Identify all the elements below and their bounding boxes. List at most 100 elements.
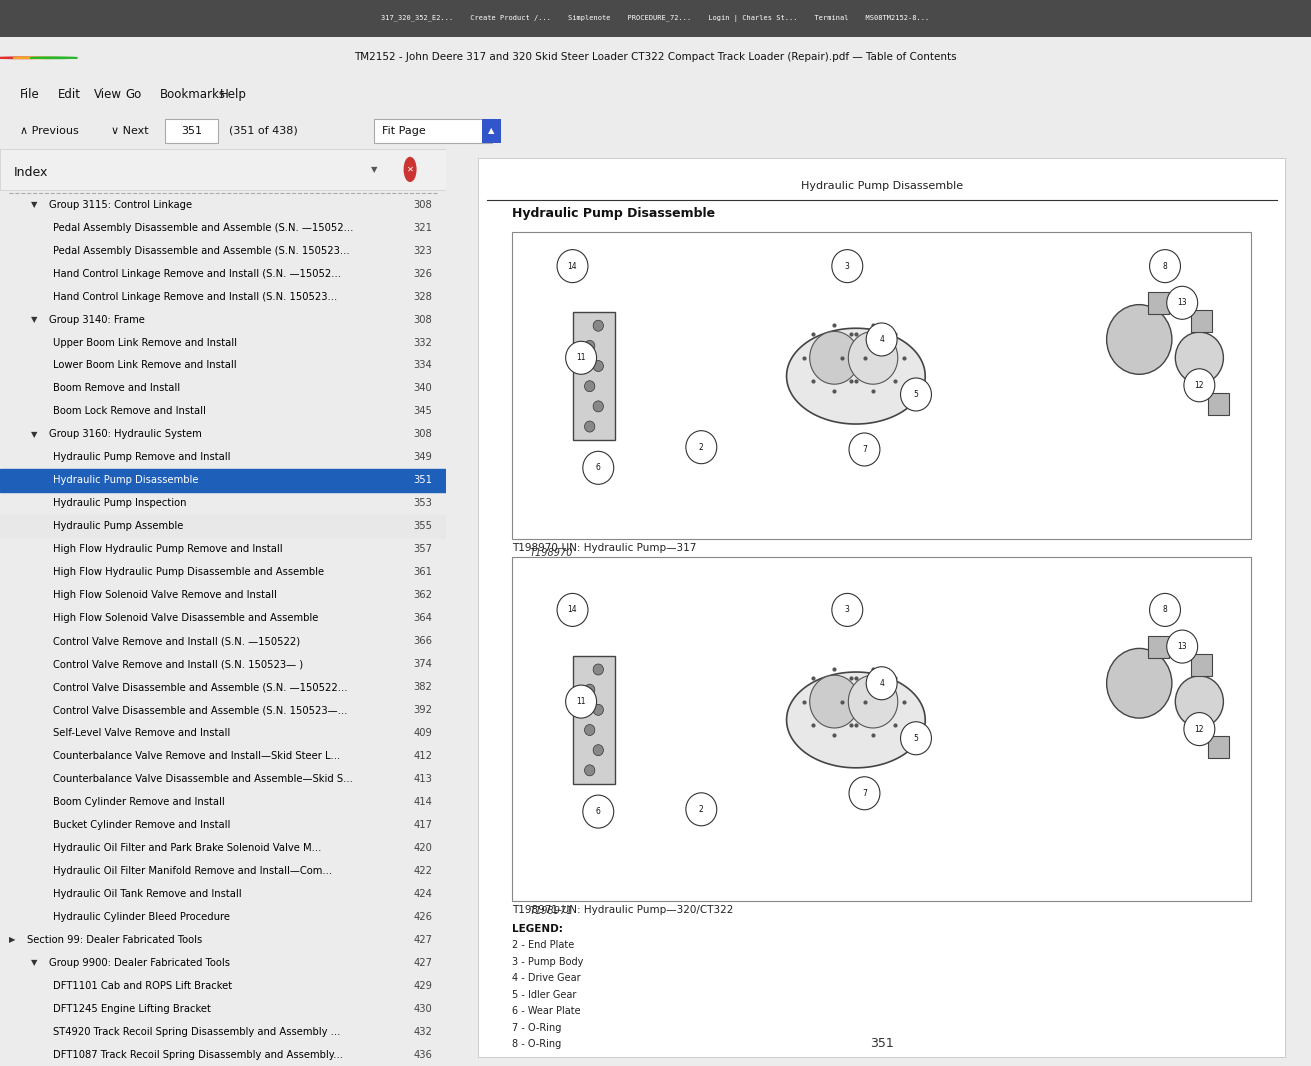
Text: Control Valve Disassemble and Assemble (S.N. 150523—...: Control Valve Disassemble and Assemble (…: [54, 705, 347, 715]
Text: 321: 321: [413, 223, 433, 232]
Text: 14: 14: [568, 605, 577, 614]
Text: Lower Boom Link Remove and Install: Lower Boom Link Remove and Install: [54, 360, 237, 371]
Text: 328: 328: [413, 292, 433, 302]
Text: 340: 340: [413, 384, 433, 393]
Text: 13: 13: [1177, 642, 1186, 651]
Bar: [1190, 310, 1213, 333]
Text: 6: 6: [595, 807, 600, 817]
Text: 5 - Idler Gear: 5 - Idler Gear: [513, 990, 577, 1000]
Bar: [1148, 635, 1169, 658]
Text: ∨ Next: ∨ Next: [111, 126, 149, 135]
Circle shape: [1150, 594, 1180, 627]
Text: 7: 7: [863, 445, 867, 454]
Text: 7 - O-Ring: 7 - O-Ring: [513, 1023, 562, 1033]
Text: 414: 414: [413, 797, 433, 807]
Text: Boom Cylinder Remove and Install: Boom Cylinder Remove and Install: [54, 797, 225, 807]
Circle shape: [565, 341, 597, 374]
Text: 429: 429: [413, 981, 433, 990]
Text: 3: 3: [844, 261, 850, 271]
Text: 351: 351: [413, 475, 433, 485]
Text: 413: 413: [413, 774, 433, 784]
Text: 426: 426: [413, 911, 433, 922]
Polygon shape: [573, 656, 615, 785]
Text: 14: 14: [568, 261, 577, 271]
Text: Help: Help: [220, 87, 246, 101]
Text: 326: 326: [413, 269, 433, 278]
Circle shape: [565, 685, 597, 718]
Text: 362: 362: [413, 591, 433, 600]
Circle shape: [1176, 333, 1223, 384]
Text: High Flow Solenoid Valve Remove and Install: High Flow Solenoid Valve Remove and Inst…: [54, 591, 278, 600]
Text: T198970-UN: Hydraulic Pump—317: T198970-UN: Hydraulic Pump—317: [513, 543, 696, 553]
Text: Fit Page: Fit Page: [382, 126, 426, 135]
Bar: [1207, 392, 1230, 415]
Circle shape: [1167, 630, 1198, 663]
Bar: [513, 558, 1251, 901]
Text: 409: 409: [413, 728, 433, 738]
Text: 6: 6: [595, 464, 600, 472]
Text: File: File: [20, 87, 39, 101]
Text: 424: 424: [413, 889, 433, 899]
Polygon shape: [848, 675, 898, 728]
Text: 4: 4: [880, 335, 884, 344]
Text: Hydraulic Pump Disassemble: Hydraulic Pump Disassemble: [513, 207, 716, 220]
Text: 332: 332: [413, 338, 433, 348]
Text: T198970: T198970: [530, 548, 573, 558]
Polygon shape: [810, 332, 859, 384]
Text: High Flow Hydraulic Pump Disassemble and Assemble: High Flow Hydraulic Pump Disassemble and…: [54, 567, 325, 577]
Text: Hydraulic Oil Filter Manifold Remove and Install—Com...: Hydraulic Oil Filter Manifold Remove and…: [54, 866, 333, 876]
Circle shape: [1167, 287, 1198, 320]
Text: 355: 355: [413, 521, 433, 531]
Text: 2: 2: [699, 442, 704, 452]
Text: Group 9900: Dealer Fabricated Tools: Group 9900: Dealer Fabricated Tools: [49, 957, 229, 968]
Text: 4 - Drive Gear: 4 - Drive Gear: [513, 973, 581, 984]
Text: 357: 357: [413, 545, 433, 554]
Circle shape: [1150, 249, 1180, 282]
Polygon shape: [573, 312, 615, 440]
Text: 351: 351: [181, 126, 202, 135]
Text: DFT1101 Cab and ROPS Lift Bracket: DFT1101 Cab and ROPS Lift Bracket: [54, 981, 232, 990]
Text: Hydraulic Oil Tank Remove and Install: Hydraulic Oil Tank Remove and Install: [54, 889, 243, 899]
Text: Pedal Assembly Disassemble and Assemble (S.N. 150523...: Pedal Assembly Disassemble and Assemble …: [54, 245, 350, 256]
Circle shape: [583, 795, 614, 828]
Text: 427: 427: [413, 935, 433, 944]
Circle shape: [1184, 712, 1215, 745]
Text: 392: 392: [413, 705, 433, 715]
Circle shape: [585, 340, 595, 352]
Circle shape: [686, 431, 717, 464]
Text: 7: 7: [863, 789, 867, 797]
Text: ST4920 Track Recoil Spring Disassembly and Assembly ...: ST4920 Track Recoil Spring Disassembly a…: [54, 1027, 341, 1036]
Text: 3 - Pump Body: 3 - Pump Body: [513, 957, 583, 967]
Polygon shape: [848, 332, 898, 384]
Bar: [165, 118, 218, 143]
Text: 8 - O-Ring: 8 - O-Ring: [513, 1039, 561, 1049]
Circle shape: [593, 360, 603, 372]
Text: 2 - End Plate: 2 - End Plate: [513, 940, 574, 951]
Circle shape: [593, 664, 603, 675]
Circle shape: [585, 764, 595, 776]
Text: T198971-UN: Hydraulic Pump—320/CT322: T198971-UN: Hydraulic Pump—320/CT322: [513, 905, 734, 915]
Text: 432: 432: [413, 1027, 433, 1036]
Bar: [1207, 737, 1230, 758]
Text: Edit: Edit: [58, 87, 81, 101]
Bar: [1190, 653, 1213, 676]
Text: Counterbalance Valve Remove and Install—Skid Steer L...: Counterbalance Valve Remove and Install—…: [54, 750, 341, 761]
Circle shape: [867, 666, 897, 699]
Text: Group 3140: Frame: Group 3140: Frame: [49, 314, 146, 324]
Text: High Flow Hydraulic Pump Remove and Install: High Flow Hydraulic Pump Remove and Inst…: [54, 545, 283, 554]
Text: View: View: [94, 87, 122, 101]
Circle shape: [593, 705, 603, 715]
Circle shape: [583, 451, 614, 484]
Text: 430: 430: [413, 1003, 433, 1014]
Circle shape: [850, 777, 880, 810]
Text: 8: 8: [1163, 605, 1167, 614]
Text: 323: 323: [413, 245, 433, 256]
Text: ▲: ▲: [489, 126, 494, 135]
Polygon shape: [787, 672, 926, 768]
Circle shape: [557, 249, 587, 282]
Text: 353: 353: [413, 498, 433, 508]
Text: 417: 417: [413, 820, 433, 829]
Circle shape: [686, 793, 717, 826]
Circle shape: [1106, 648, 1172, 718]
Text: Index: Index: [13, 165, 47, 179]
